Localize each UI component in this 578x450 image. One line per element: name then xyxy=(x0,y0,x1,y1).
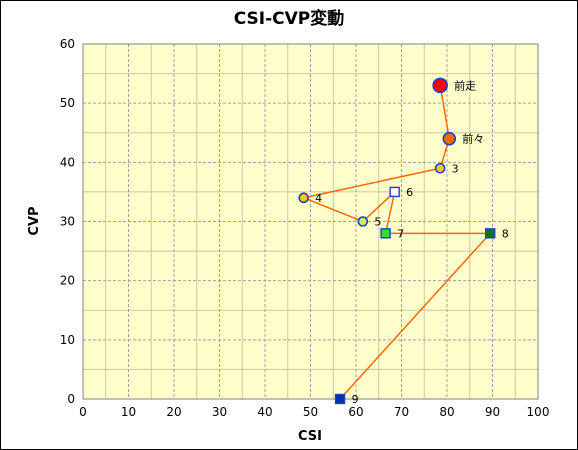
x-tick-label: 10 xyxy=(121,405,136,419)
y-tick-label: 30 xyxy=(60,215,75,229)
data-point-2 xyxy=(442,131,457,146)
point-label-1: 前走 xyxy=(454,78,476,92)
point-label-3: 3 xyxy=(452,162,459,175)
data-point-7 xyxy=(380,228,391,239)
x-tick-label: 20 xyxy=(166,405,181,419)
y-tick-label: 0 xyxy=(67,392,75,406)
y-tick-label: 10 xyxy=(60,333,75,347)
x-tick-label: 40 xyxy=(257,405,272,419)
point-label-6: 6 xyxy=(406,186,413,199)
chart-title: CSI-CVP変動 xyxy=(234,8,345,29)
x-tick-label: 70 xyxy=(394,405,409,419)
x-axis-title: CSI xyxy=(298,429,322,444)
data-point-4 xyxy=(298,192,309,204)
data-point-1 xyxy=(432,77,448,94)
point-label-2: 前々 xyxy=(462,132,484,146)
point-label-4: 4 xyxy=(315,192,322,205)
y-tick-label: 60 xyxy=(60,37,75,51)
x-tick-label: 60 xyxy=(348,405,363,419)
y-tick-label: 50 xyxy=(60,96,75,110)
point-label-5: 5 xyxy=(374,216,381,229)
y-axis-title: CVP xyxy=(27,206,42,235)
x-tick-label: 30 xyxy=(212,405,227,419)
point-label-9: 9 xyxy=(352,393,359,406)
x-tick-label: 100 xyxy=(527,405,550,419)
data-point-9 xyxy=(334,393,346,405)
data-point-6 xyxy=(389,186,400,198)
y-tick-label: 40 xyxy=(60,155,75,169)
x-tick-label: 50 xyxy=(303,405,318,419)
point-label-7: 7 xyxy=(397,227,404,240)
x-tick-label: 80 xyxy=(439,405,454,419)
plot-border xyxy=(82,43,539,400)
data-point-3 xyxy=(434,162,446,174)
point-label-8: 8 xyxy=(502,227,509,240)
y-tick-label: 20 xyxy=(60,274,75,288)
axis-ticks: 0 10 20 30 40 50 60 70 80 90 100 0 10 20 30 40 50 60 xyxy=(60,37,550,419)
x-tick-label: 90 xyxy=(485,405,500,419)
data-point-5 xyxy=(357,216,369,227)
x-tick-label: 0 xyxy=(79,405,87,419)
data-point-8 xyxy=(485,228,496,239)
